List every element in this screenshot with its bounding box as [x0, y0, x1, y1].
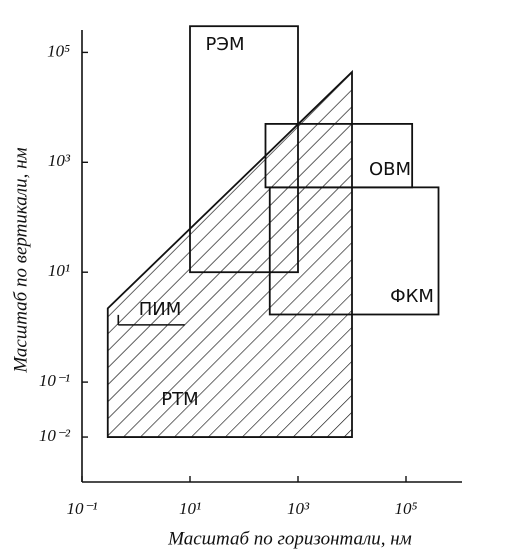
x-tick-label: 10⁵ [395, 499, 418, 518]
y-tick-label: 10⁻² [39, 426, 71, 445]
region-label: РТМ [161, 389, 198, 410]
region-label: ПИМ [139, 299, 182, 320]
y-tick-label: 10³ [48, 151, 71, 170]
y-axis-title: Масштаб по вертикали, нм [10, 147, 31, 373]
region-label: ФКМ [390, 286, 434, 307]
region-label: РЭМ [206, 34, 245, 55]
x-tick-label: 10¹ [179, 499, 201, 518]
y-tick-label: 10¹ [48, 261, 70, 280]
y-tick-label: 10⁵ [47, 41, 70, 60]
region-area [106, 69, 353, 438]
y-tick-label: 10⁻¹ [39, 371, 70, 390]
x-tick-label: 10⁻¹ [66, 499, 97, 518]
x-tick-label: 10³ [287, 499, 310, 518]
x-axis-title: Масштаб по горизонтали, нм [167, 528, 412, 549]
region-label: ОВМ [369, 159, 411, 180]
